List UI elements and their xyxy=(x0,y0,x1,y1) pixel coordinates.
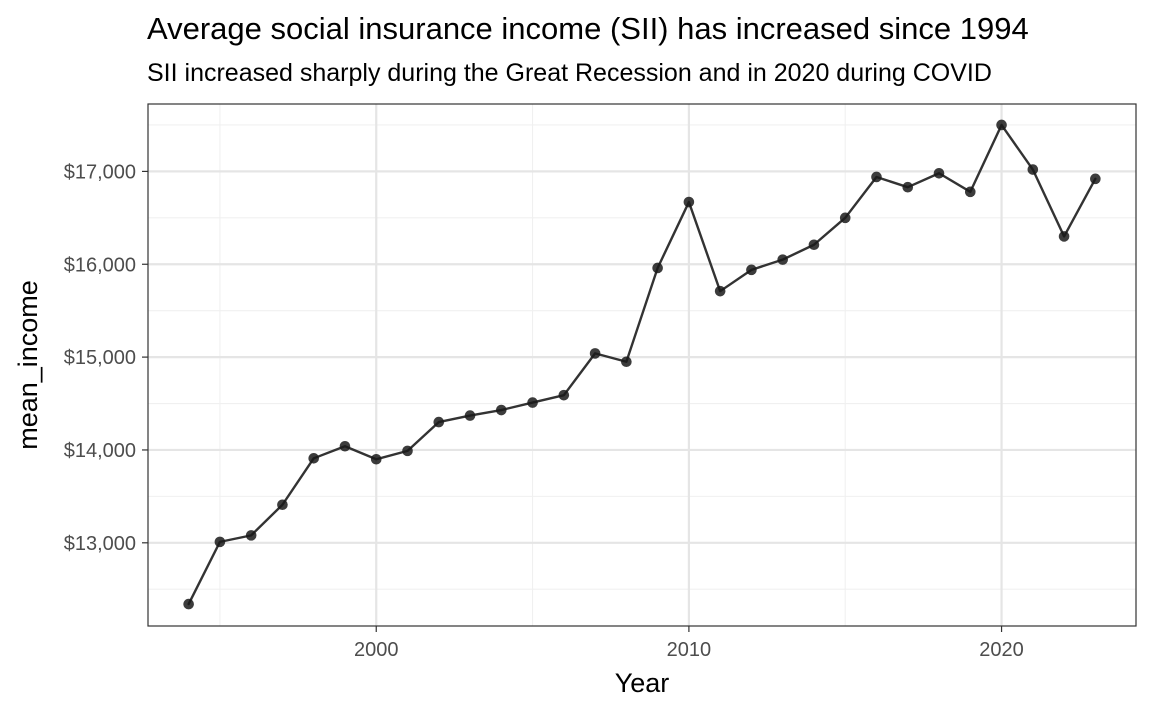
data-point xyxy=(245,530,257,541)
data-point xyxy=(714,285,726,297)
x-tick-label: 2010 xyxy=(667,639,712,661)
data-point xyxy=(777,254,788,265)
chart-subtitle: SII increased sharply during the Great R… xyxy=(147,59,992,87)
data-point xyxy=(839,212,851,224)
data-point xyxy=(902,181,914,193)
x-axis-label: Year xyxy=(615,668,670,698)
y-tick-label: $15,000 xyxy=(64,347,136,369)
data-point xyxy=(589,348,601,359)
data-point xyxy=(339,440,351,452)
data-point xyxy=(277,499,288,511)
y-tick-label: $14,000 xyxy=(64,440,136,462)
data-point xyxy=(464,410,476,421)
data-point xyxy=(496,404,507,416)
data-point xyxy=(558,389,570,401)
data-point xyxy=(683,196,695,208)
major-gridlines xyxy=(148,104,1136,626)
data-point xyxy=(527,397,538,408)
data-point xyxy=(370,453,382,465)
data-point xyxy=(183,598,194,610)
x-tick-label: 2000 xyxy=(354,639,399,661)
minor-gridlines xyxy=(148,104,1136,626)
data-point xyxy=(933,167,945,179)
chart-title: Average social insurance income (SII) ha… xyxy=(147,11,1029,46)
data-point xyxy=(871,171,882,183)
data-point xyxy=(964,186,976,198)
x-tick-label: 2020 xyxy=(979,639,1024,661)
data-point xyxy=(433,416,445,428)
x-axis: 2000 2010 2020 xyxy=(354,626,1024,661)
panel-border xyxy=(147,103,1137,627)
data-point xyxy=(808,239,820,251)
y-axis: $13,000 $14,000 $15,000 $16,000 $17,000 xyxy=(64,161,148,555)
y-tick-label: $16,000 xyxy=(64,254,136,276)
data-point xyxy=(402,445,413,457)
series-layer xyxy=(183,119,1101,610)
data-point xyxy=(214,536,226,548)
data-point xyxy=(1058,231,1070,242)
data-point xyxy=(621,356,632,368)
data-point xyxy=(1090,173,1101,185)
data-point xyxy=(996,119,1007,131)
y-axis-label: mean_income xyxy=(13,280,43,450)
y-tick-label: $17,000 xyxy=(64,161,136,183)
data-point xyxy=(1027,164,1039,175)
y-tick-label: $13,000 xyxy=(64,533,136,555)
series-line xyxy=(187,123,1097,606)
data-point xyxy=(746,264,757,276)
data-point xyxy=(652,262,663,274)
data-point xyxy=(308,453,320,464)
